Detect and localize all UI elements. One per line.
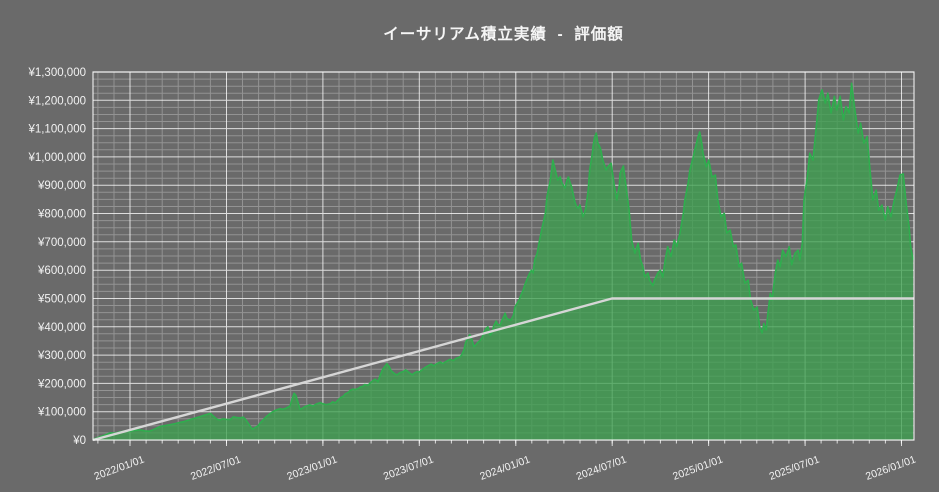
chart-title: イーサリアム積立実績 - 評価額 bbox=[383, 26, 624, 43]
y-tick-label: ¥200,000 bbox=[37, 378, 86, 390]
y-tick-label: ¥1,300,000 bbox=[27, 67, 86, 79]
x-minor-ticks bbox=[97, 440, 902, 444]
x-tick-label: 2023/01/01 bbox=[285, 453, 339, 482]
y-tick-label: ¥800,000 bbox=[37, 209, 86, 221]
x-tick-label: 2026/01/01 bbox=[864, 453, 918, 482]
y-tick-label: ¥1,200,000 bbox=[27, 95, 86, 107]
y-tick-label: ¥400,000 bbox=[37, 322, 86, 334]
y-tick-label: ¥1,100,000 bbox=[27, 124, 86, 136]
x-tick-label: 2022/07/01 bbox=[189, 453, 243, 482]
y-tick-label: ¥500,000 bbox=[37, 294, 86, 306]
y-tick-label: ¥100,000 bbox=[37, 407, 86, 419]
x-tick-label: 2025/07/01 bbox=[768, 453, 822, 482]
valuation-area-stroke bbox=[92, 82, 914, 441]
y-tick-label: ¥600,000 bbox=[37, 265, 86, 277]
y-tick-label: ¥900,000 bbox=[37, 180, 86, 192]
x-tick-label: 2024/01/01 bbox=[478, 453, 532, 482]
y-tick-label: ¥0 bbox=[72, 435, 86, 447]
y-tick-label: ¥300,000 bbox=[37, 350, 86, 362]
plot-border bbox=[92, 71, 915, 441]
valuation-area-fill bbox=[93, 83, 914, 441]
x-tick-label: 2022/01/01 bbox=[93, 453, 147, 482]
cumulative-investment-line bbox=[92, 297, 914, 442]
x-tick-label: 2024/07/01 bbox=[575, 453, 629, 482]
y-tick-label: ¥700,000 bbox=[37, 237, 86, 249]
y-tick-label: ¥1,000,000 bbox=[27, 152, 86, 164]
x-tick-label: 2023/07/01 bbox=[382, 453, 436, 482]
x-tick-label: 2025/01/01 bbox=[671, 453, 725, 482]
